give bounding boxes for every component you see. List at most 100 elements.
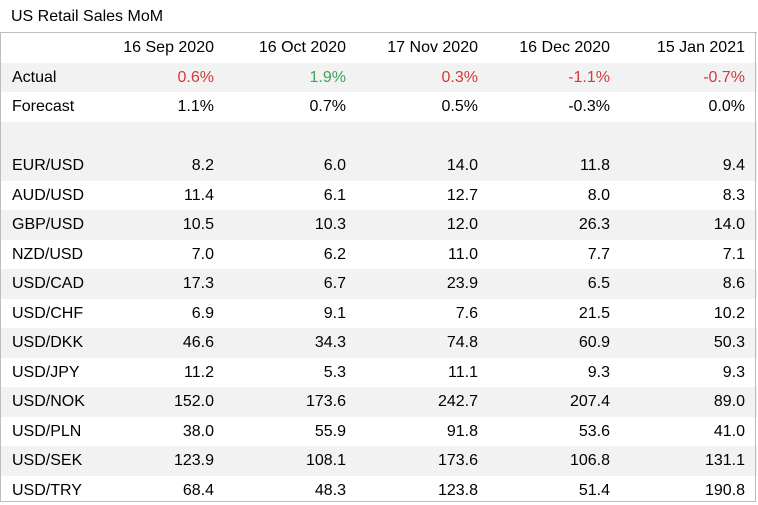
pair-value: 7.7: [490, 240, 622, 270]
pair-label: USD/PLN: [1, 417, 100, 447]
pair-value: 12.7: [358, 181, 490, 211]
pair-value: 14.0: [358, 151, 490, 181]
pair-value: 106.8: [490, 446, 622, 476]
pair-value: 8.0: [490, 181, 622, 211]
pair-value: 190.8: [622, 476, 757, 505]
row-label: Actual: [1, 63, 100, 93]
actual-value: 0.3%: [358, 63, 490, 93]
column-header: 16 Sep 2020: [100, 33, 226, 63]
pair-label: NZD/USD: [1, 240, 100, 270]
forecast-row: Forecast 1.1% 0.7% 0.5% -0.3% 0.0%: [1, 92, 757, 122]
pair-value: 9.1: [226, 299, 358, 329]
column-header: 17 Nov 2020: [358, 33, 490, 63]
pair-value: 23.9: [358, 269, 490, 299]
pair-label: EUR/USD: [1, 151, 100, 181]
pair-value: 9.3: [490, 358, 622, 388]
pair-value: 6.1: [226, 181, 358, 211]
pair-value: 11.1: [358, 358, 490, 388]
table-title: US Retail Sales MoM: [11, 6, 163, 28]
pair-value: 50.3: [622, 328, 757, 358]
pair-value: 7.6: [358, 299, 490, 329]
pair-value: 11.0: [358, 240, 490, 270]
pair-value: 123.9: [100, 446, 226, 476]
pair-value: 91.8: [358, 417, 490, 447]
pair-value: 10.2: [622, 299, 757, 329]
row-label: Forecast: [1, 92, 100, 122]
actual-value: 1.9%: [226, 63, 358, 93]
pair-value: 6.2: [226, 240, 358, 270]
pair-label: AUD/USD: [1, 181, 100, 211]
forecast-value: 0.5%: [358, 92, 490, 122]
pair-value: 26.3: [490, 210, 622, 240]
pair-value: 9.3: [622, 358, 757, 388]
pair-label: USD/TRY: [1, 476, 100, 505]
forecast-value: 0.0%: [622, 92, 757, 122]
pair-label: GBP/USD: [1, 210, 100, 240]
column-header: 16 Dec 2020: [490, 33, 622, 63]
pair-value: 55.9: [226, 417, 358, 447]
forecast-value: -0.3%: [490, 92, 622, 122]
pair-value: 173.6: [358, 446, 490, 476]
pair-value: 6.5: [490, 269, 622, 299]
pair-value: 10.3: [226, 210, 358, 240]
pair-value: 17.3: [100, 269, 226, 299]
pair-value: 74.8: [358, 328, 490, 358]
pair-value: 51.4: [490, 476, 622, 505]
pair-value: 242.7: [358, 387, 490, 417]
pair-value: 11.8: [490, 151, 622, 181]
pair-value: 34.3: [226, 328, 358, 358]
pair-value: 152.0: [100, 387, 226, 417]
pair-value: 6.9: [100, 299, 226, 329]
pair-value: 8.6: [622, 269, 757, 299]
pair-value: 123.8: [358, 476, 490, 505]
pair-label: USD/JPY: [1, 358, 100, 388]
pair-label: USD/NOK: [1, 387, 100, 417]
pair-label: USD/CHF: [1, 299, 100, 329]
pair-value: 38.0: [100, 417, 226, 447]
header-corner: [1, 33, 100, 63]
pair-value: 7.1: [622, 240, 757, 270]
forecast-value: 1.1%: [100, 92, 226, 122]
pair-value: 9.4: [622, 151, 757, 181]
pair-value: 173.6: [226, 387, 358, 417]
actual-value: -0.7%: [622, 63, 757, 93]
pair-value: 8.3: [622, 181, 757, 211]
actual-value: 0.6%: [100, 63, 226, 93]
pair-value: 10.5: [100, 210, 226, 240]
pair-value: 12.0: [358, 210, 490, 240]
pair-value: 5.3: [226, 358, 358, 388]
pair-value: 8.2: [100, 151, 226, 181]
pair-value: 53.6: [490, 417, 622, 447]
pair-value: 14.0: [622, 210, 757, 240]
column-header: 15 Jan 2021: [622, 33, 757, 63]
pair-value: 131.1: [622, 446, 757, 476]
pair-value: 68.4: [100, 476, 226, 505]
column-header: 16 Oct 2020: [226, 33, 358, 63]
pair-value: 6.7: [226, 269, 358, 299]
pair-value: 207.4: [490, 387, 622, 417]
pair-label: USD/CAD: [1, 269, 100, 299]
pair-value: 7.0: [100, 240, 226, 270]
pair-value: 60.9: [490, 328, 622, 358]
pair-label: USD/DKK: [1, 328, 100, 358]
pair-value: 46.6: [100, 328, 226, 358]
actual-row: Actual 0.6% 1.9% 0.3% -1.1% -0.7%: [1, 63, 757, 93]
pair-value: 21.5: [490, 299, 622, 329]
pair-value: 11.4: [100, 181, 226, 211]
pair-label: USD/SEK: [1, 446, 100, 476]
pair-value: 108.1: [226, 446, 358, 476]
retail-sales-table: 16 Sep 2020 16 Oct 2020 17 Nov 2020 16 D…: [1, 32, 757, 505]
pair-value: 48.3: [226, 476, 358, 505]
pair-value: 11.2: [100, 358, 226, 388]
pair-value: 6.0: [226, 151, 358, 181]
